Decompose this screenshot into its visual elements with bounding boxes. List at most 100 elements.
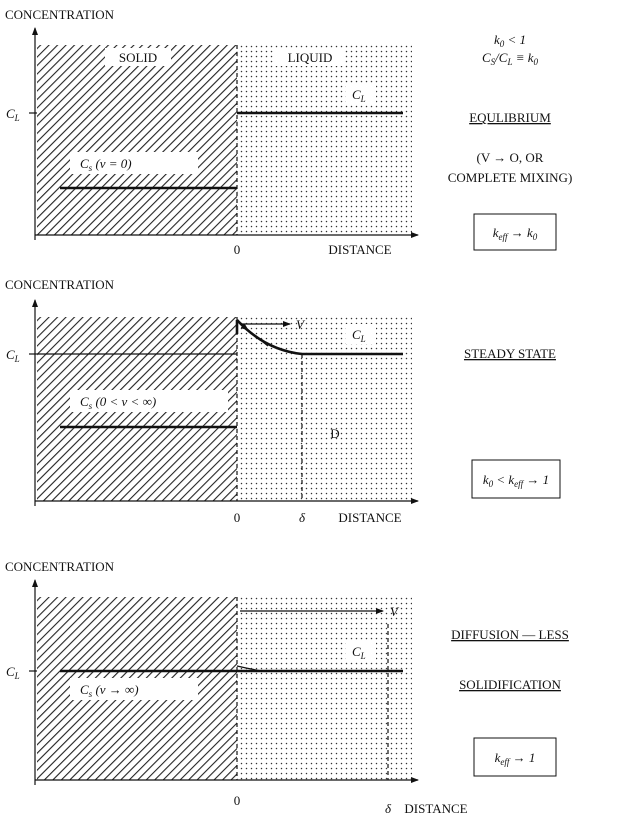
text-segment: k [495, 750, 501, 765]
cl-line-label: CL [352, 327, 366, 344]
cs-label: Cs (v = 0) [80, 156, 132, 173]
x-axis-label: DISTANCE [338, 510, 401, 525]
subscript: eff [500, 757, 510, 767]
cs-label: Cs (v → ∞) [80, 682, 139, 699]
cl-axis-label: CL [6, 347, 20, 364]
text-segment: k [494, 32, 500, 47]
text-segment: (v → ∞) [92, 682, 138, 697]
cl-line-label: CL [352, 87, 366, 104]
text-segment: C [80, 156, 89, 171]
subscript: L [506, 57, 512, 67]
label-bg [275, 48, 345, 66]
text-segment: C [352, 327, 361, 342]
subscript: 0 [533, 232, 538, 242]
diffusion-label: D [330, 426, 339, 441]
origin-label: 0 [234, 510, 241, 525]
profile-arrow [240, 323, 269, 347]
liquid-region [237, 597, 412, 780]
condition: (V → O, OR [477, 150, 544, 165]
result: keff → k0 [493, 225, 538, 242]
interface-bump [236, 665, 263, 672]
subscript: 0 [500, 39, 505, 49]
axis-label: CONCENTRATION [5, 7, 115, 22]
subscript: L [360, 94, 366, 104]
solid-label: SOLID [119, 50, 157, 65]
cl-line-label: CL [352, 644, 366, 661]
origin-label: 0 [234, 242, 241, 257]
text-segment: (v = 0) [92, 156, 131, 171]
label-bg [70, 152, 198, 174]
subscript: 0 [489, 479, 494, 489]
velocity-label: V [390, 604, 400, 619]
text-segment: k [493, 225, 499, 240]
subscript: eff [514, 479, 524, 489]
result-box [473, 737, 557, 777]
subscript: 0 [534, 57, 539, 67]
velocity-label: V [296, 317, 306, 332]
label-bg [70, 678, 198, 700]
text-segment: C [482, 50, 491, 65]
text-segment: /C [494, 50, 508, 65]
result-box [473, 213, 557, 251]
label-bg [346, 84, 376, 104]
result: k0 < keff → 1 [483, 472, 549, 489]
liquid-label: LIQUID [288, 50, 333, 65]
subscript: s [89, 401, 93, 411]
label-bg [105, 48, 171, 66]
regime: EQULIBRIUM [469, 110, 551, 125]
text-segment: C [6, 664, 15, 679]
subscript: L [360, 651, 366, 661]
note-line: CS/CL ≡ k0 [482, 50, 539, 67]
cl-axis-label: CL [6, 106, 20, 123]
regime: STEADY STATE [464, 346, 556, 361]
text-segment: C [80, 682, 89, 697]
subscript: eff [499, 232, 509, 242]
solid-region [37, 45, 237, 235]
delta-label: δ [299, 510, 306, 525]
subscript: s [89, 163, 93, 173]
text-segment: C [352, 87, 361, 102]
subscript: L [14, 671, 20, 681]
subscript: L [360, 334, 366, 344]
subscript: S [491, 57, 496, 67]
axis-label: CONCENTRATION [5, 277, 115, 292]
cs-label: Cs (0 < v < ∞) [80, 394, 156, 411]
note-line: k0 < 1 [494, 32, 526, 49]
text-segment: C [6, 347, 15, 362]
text-segment: < 1 [504, 32, 526, 47]
text-segment: → k [508, 225, 534, 240]
panel-steady-state: CONCENTRATION V CL CL Cs (0 < v < ∞) D 0… [5, 277, 561, 525]
text-segment: C [80, 394, 89, 409]
delta-label: δ [385, 801, 392, 816]
result-box [471, 459, 561, 499]
text-segment: → 1 [509, 750, 535, 765]
result: keff → 1 [495, 750, 536, 767]
text-segment: (0 < v < ∞) [92, 394, 156, 409]
regime: SOLIDIFICATION [459, 677, 561, 692]
liquid-region [237, 45, 412, 235]
axis-label: CONCENTRATION [5, 559, 115, 574]
text-segment: ≡ k [512, 50, 533, 65]
origin-label: 0 [234, 793, 241, 808]
subscript: L [14, 113, 20, 123]
label-bg [346, 324, 376, 344]
x-axis-label: DISTANCE [328, 242, 391, 257]
text-segment: < k [493, 472, 514, 487]
subscript: s [89, 689, 93, 699]
text-segment: → 1 [523, 472, 549, 487]
label-bg [346, 641, 376, 661]
panel-diffusionless: CONCENTRATION V CL CL Cs (v → ∞) 0 δ DIS… [5, 559, 569, 816]
panel-equilibrium: CONCENTRATION SOLID LIQUID CL CL Cs (v =… [5, 7, 572, 257]
liquid-region [237, 317, 412, 501]
x-axis-label: DISTANCE [404, 801, 467, 816]
cl-axis-label: CL [6, 664, 20, 681]
condition: COMPLETE MIXING) [448, 170, 573, 185]
text-segment: C [6, 106, 15, 121]
subscript: L [14, 354, 20, 364]
text-segment: C [352, 644, 361, 659]
label-bg [70, 390, 228, 412]
regime: DIFFUSION — LESS [451, 627, 569, 642]
text-segment: k [483, 472, 489, 487]
